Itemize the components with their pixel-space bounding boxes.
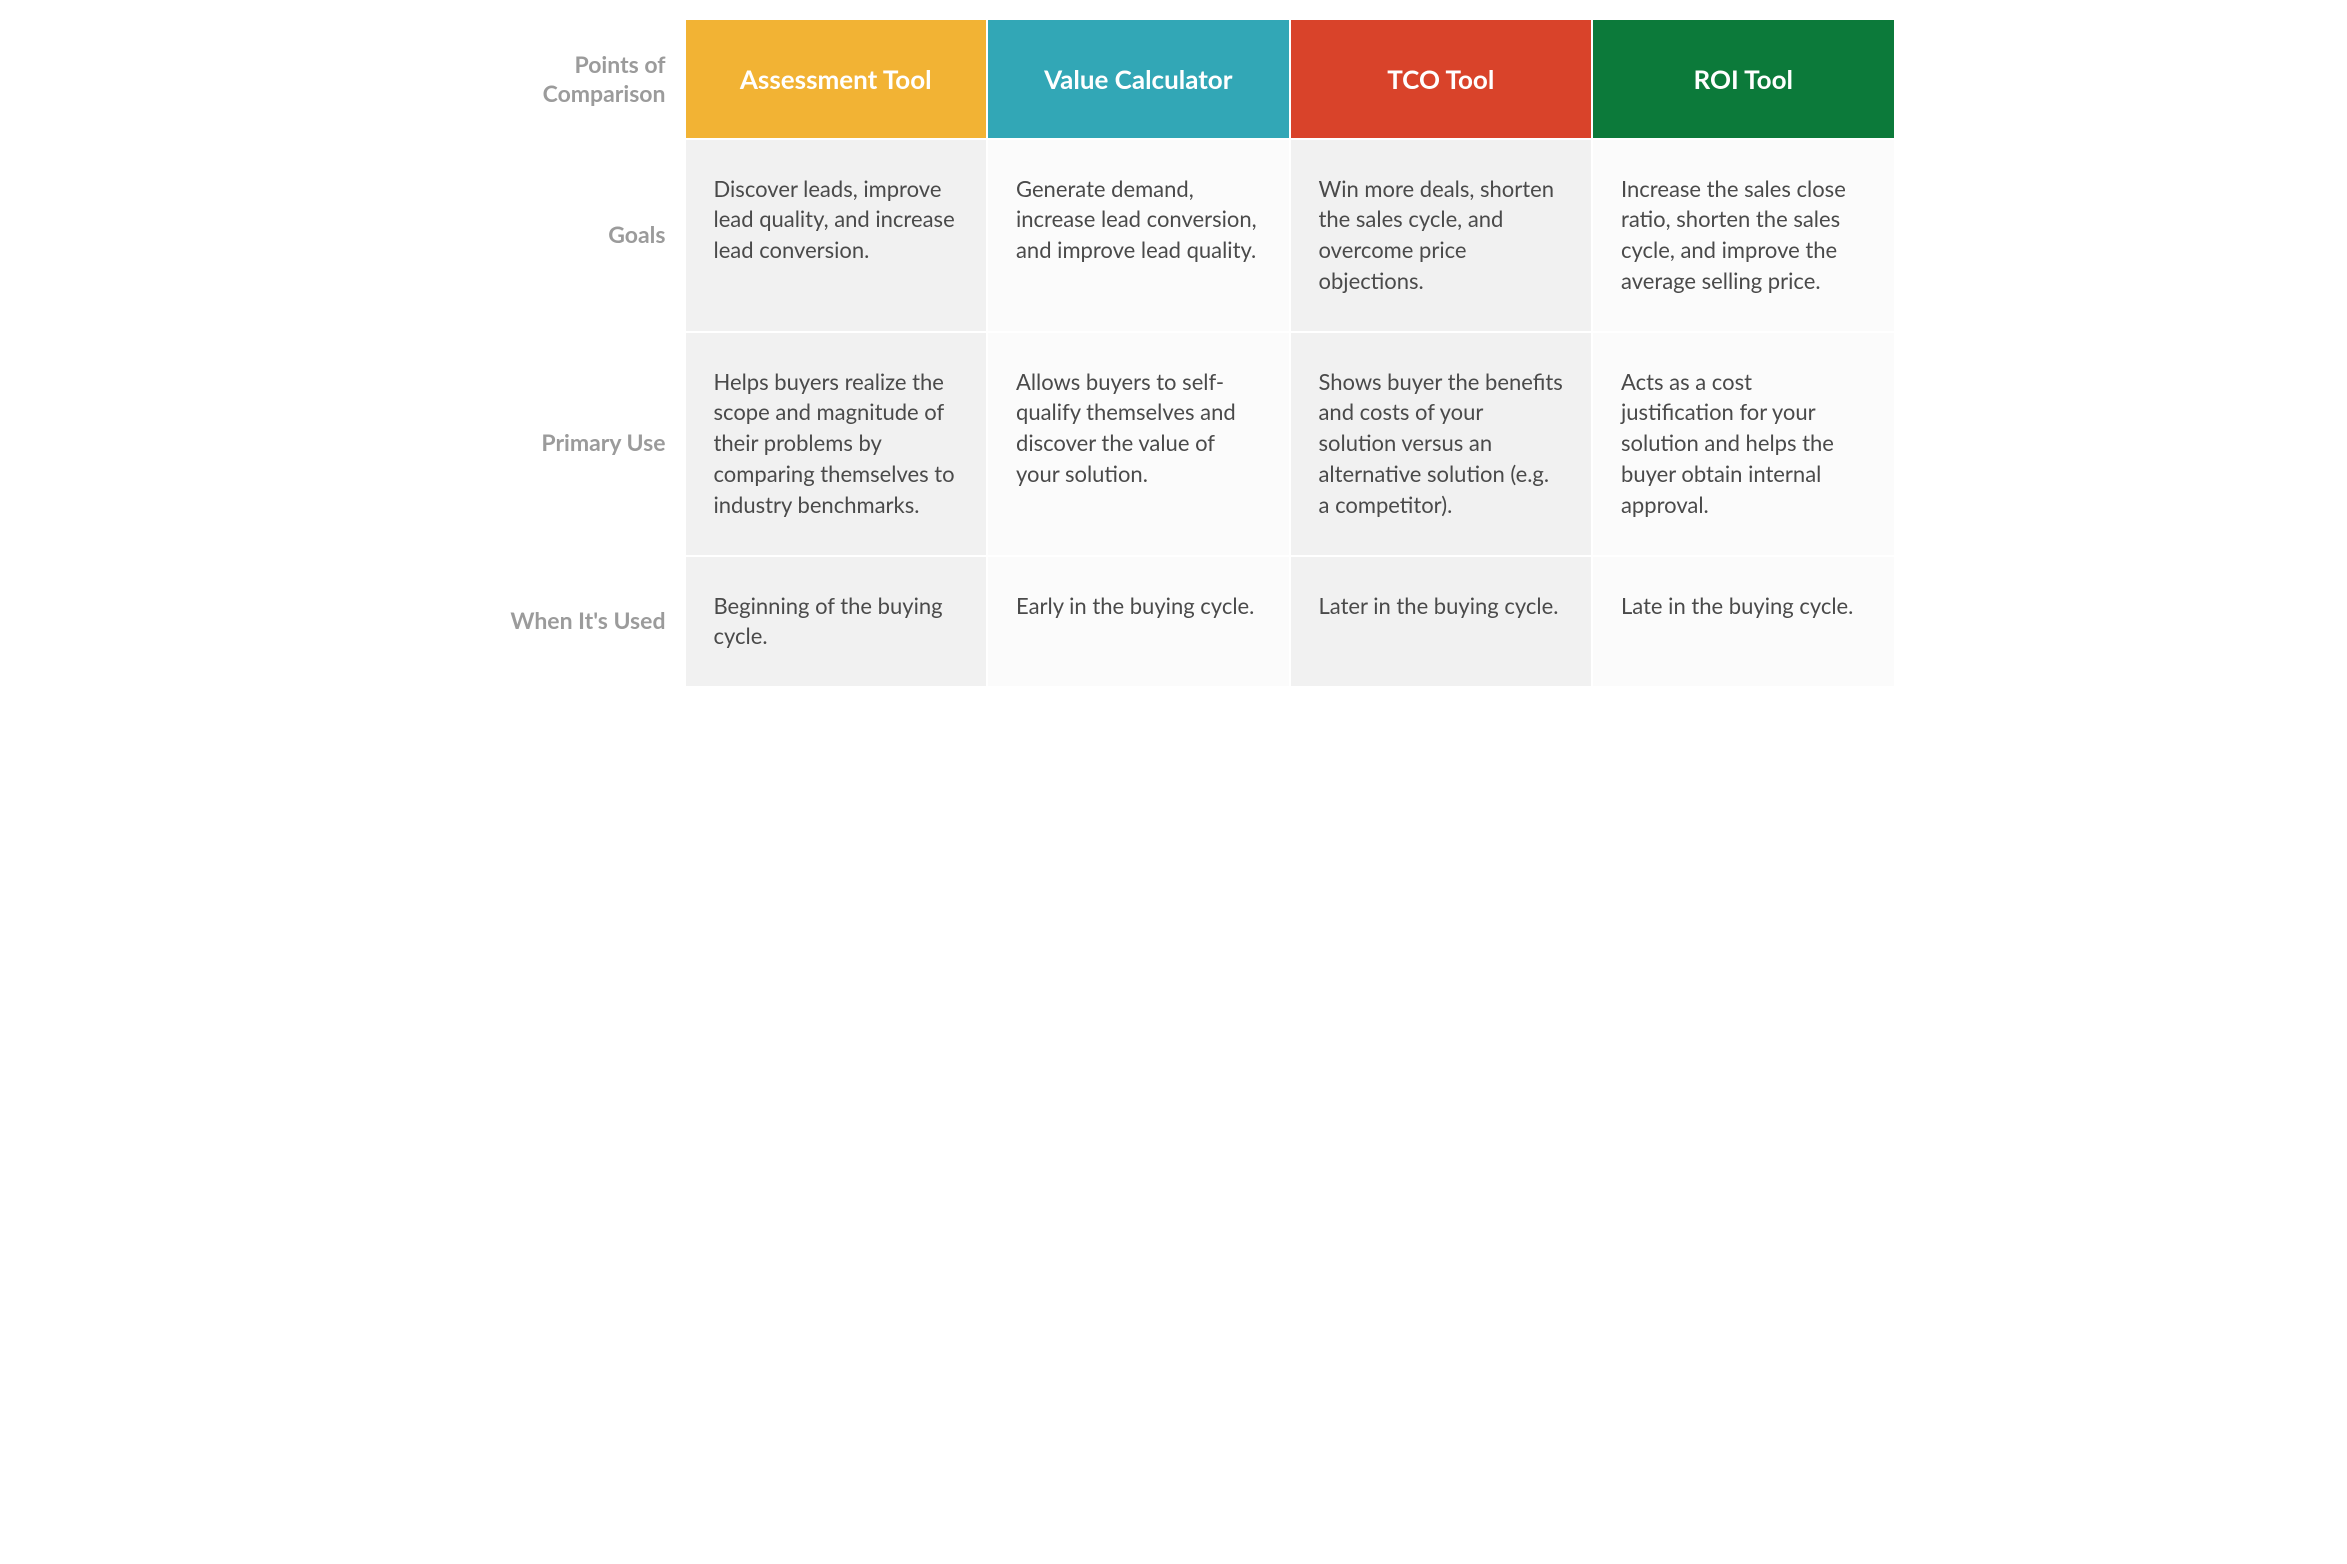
row-label-header: Points of Comparison: [454, 20, 684, 138]
cell-text: Helps buyers realize the scope and magni…: [714, 367, 959, 521]
cell-text: Discover leads, improve lead quality, an…: [714, 174, 959, 266]
cell-primary-use-value-calculator: Allows buyers to self-qualify themselves…: [986, 331, 1289, 555]
cell-text: Allows buyers to self-qualify themselves…: [1016, 367, 1261, 490]
cell-text: Late in the buying cycle.: [1621, 591, 1853, 622]
row-label-text: Primary Use: [541, 428, 665, 457]
col-header-label: TCO Tool: [1387, 63, 1494, 95]
cell-when-used-assessment: Beginning of the buying cycle.: [684, 555, 987, 687]
col-header-label: Value Calculator: [1044, 63, 1232, 95]
cell-text: Generate demand, increase lead conversio…: [1016, 174, 1261, 266]
row-label-goals: Goals: [454, 138, 684, 331]
cell-goals-tco: Win more deals, shorten the sales cycle,…: [1289, 138, 1592, 331]
comparison-table: Points of Comparison Assessment Tool Val…: [454, 20, 1894, 686]
cell-text: Later in the buying cycle.: [1319, 591, 1559, 622]
cell-when-used-value-calculator: Early in the buying cycle.: [986, 555, 1289, 687]
cell-text: Beginning of the buying cycle.: [714, 591, 959, 653]
cell-goals-roi: Increase the sales close ratio, shorten …: [1591, 138, 1894, 331]
col-header-assessment: Assessment Tool: [684, 20, 987, 138]
cell-text: Increase the sales close ratio, shorten …: [1621, 174, 1866, 297]
cell-when-used-tco: Later in the buying cycle.: [1289, 555, 1592, 687]
row-label-primary-use: Primary Use: [454, 331, 684, 555]
cell-text: Shows buyer the benefits and costs of yo…: [1319, 367, 1564, 521]
row-label-when-used: When It's Used: [454, 555, 684, 687]
cell-when-used-roi: Late in the buying cycle.: [1591, 555, 1894, 687]
col-header-value-calculator: Value Calculator: [986, 20, 1289, 138]
cell-primary-use-assessment: Helps buyers realize the scope and magni…: [684, 331, 987, 555]
cell-primary-use-tco: Shows buyer the benefits and costs of yo…: [1289, 331, 1592, 555]
cell-goals-value-calculator: Generate demand, increase lead conversio…: [986, 138, 1289, 331]
cell-goals-assessment: Discover leads, improve lead quality, an…: [684, 138, 987, 331]
row-label-text: Points of Comparison: [464, 50, 666, 108]
col-header-label: ROI Tool: [1693, 63, 1793, 95]
cell-primary-use-roi: Acts as a cost justification for your so…: [1591, 331, 1894, 555]
row-label-text: When It's Used: [510, 606, 665, 635]
cell-text: Acts as a cost justification for your so…: [1621, 367, 1866, 521]
col-header-label: Assessment Tool: [740, 63, 932, 95]
col-header-roi: ROI Tool: [1591, 20, 1894, 138]
row-label-text: Goals: [608, 220, 665, 249]
cell-text: Early in the buying cycle.: [1016, 591, 1254, 622]
col-header-tco: TCO Tool: [1289, 20, 1592, 138]
cell-text: Win more deals, shorten the sales cycle,…: [1319, 174, 1564, 297]
